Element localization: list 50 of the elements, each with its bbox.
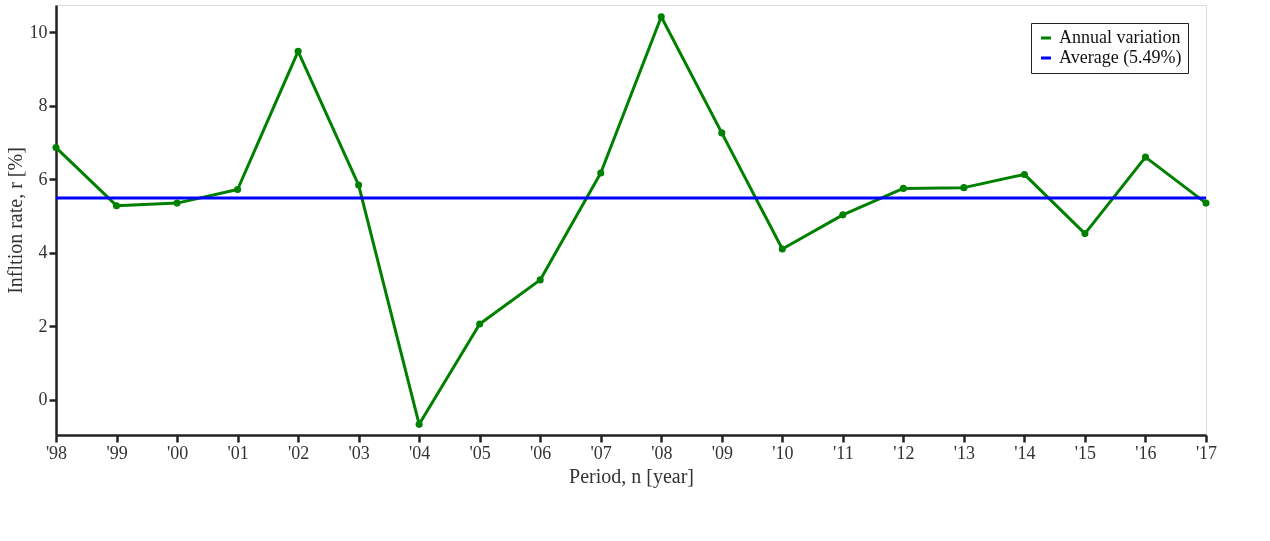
x-tick-label: '04 — [409, 442, 431, 463]
x-tick-label: '17 — [1195, 442, 1218, 463]
point — [1141, 153, 1150, 161]
point — [355, 181, 363, 189]
x-tick-label: '12 — [893, 442, 915, 463]
x-tick-label: '11 — [833, 442, 854, 463]
point — [476, 320, 484, 328]
x-tick-label: '09 — [711, 442, 733, 463]
x-tick-label: '08 — [651, 442, 673, 463]
y-axis-title: Infltion rate, r [%] — [3, 147, 26, 294]
point — [1202, 199, 1210, 207]
x-axis-title: Period, n [year] — [569, 464, 694, 488]
point — [839, 211, 847, 219]
y-tick-label: 0 — [38, 389, 48, 410]
point — [536, 276, 544, 284]
point — [112, 202, 121, 210]
x-tick-label: '03 — [348, 442, 370, 463]
legend-label: Annual variation — [1059, 27, 1181, 47]
y-tick-label: 10 — [29, 21, 48, 42]
x-tick-label: '13 — [953, 442, 976, 463]
y-tick-label: 6 — [38, 168, 48, 189]
y-tick-label: 2 — [38, 315, 48, 336]
point — [415, 420, 423, 428]
point — [960, 184, 968, 192]
x-tick-label: '14 — [1014, 442, 1036, 463]
point — [1020, 170, 1028, 178]
x-tick-label: '06 — [530, 442, 552, 463]
point — [718, 129, 726, 137]
x-tick-label: '00 — [166, 442, 189, 463]
point — [234, 185, 242, 194]
point — [1081, 230, 1089, 238]
x-tick-label: '99 — [106, 442, 128, 463]
x-tick-label: '01 — [227, 442, 249, 463]
x-tick-label: '07 — [590, 442, 612, 463]
x-tick-label: '16 — [1135, 442, 1157, 463]
point — [899, 184, 907, 192]
point — [778, 245, 786, 253]
point — [294, 47, 302, 55]
x-tick-label: '15 — [1074, 442, 1097, 463]
x-tick-label: '05 — [469, 442, 491, 463]
x-tick-label: '98 — [45, 442, 68, 463]
point — [173, 199, 181, 207]
x-tick-label: '10 — [772, 442, 794, 463]
y-tick-label: 4 — [38, 242, 48, 263]
y-tick-label: 8 — [38, 95, 48, 116]
point — [597, 169, 605, 177]
legend-label: Average (5.49%) — [1059, 47, 1182, 68]
point — [657, 13, 665, 21]
x-tick-label: '02 — [287, 442, 310, 463]
point — [52, 144, 60, 152]
